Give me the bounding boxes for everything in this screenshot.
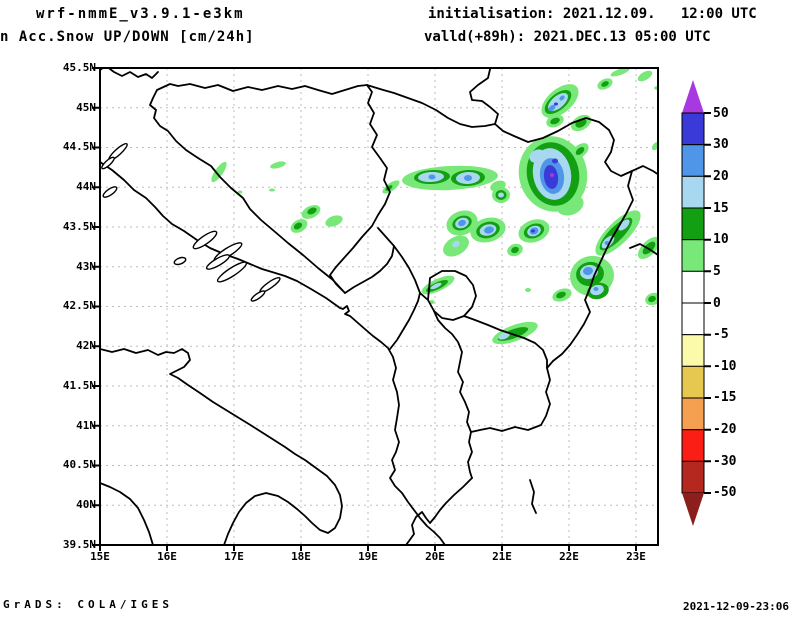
x-axis-ticks [99,545,637,551]
product-title: n Acc.Snow UP/DOWN [cm/24h] [0,29,255,45]
x-axis-label: 20E [425,550,445,563]
x-axis-label: 19E [358,550,378,563]
colorbar-arrow-down [682,493,704,526]
colorbar-seg-n15-n10 [681,365,705,399]
adriatic-coastline [100,161,446,545]
colorbar-seg-20-30 [681,144,705,177]
x-axis-label: 23E [626,550,646,563]
y-axis-label: 43N [76,260,96,273]
grads-credit: GrADS: COLA/IGES [3,598,173,611]
adriatic-islands [101,142,281,302]
snow-shading-30cm-layer [531,102,559,233]
y-axis-label: 42.5N [62,299,96,312]
danube-serbia-romania-border [469,68,658,177]
y-axis-label: 41.5N [62,379,96,392]
x-axis-label: 18E [291,550,311,563]
colorbar-label: -20 [713,422,737,437]
y-axis-label: 44.5N [62,140,96,153]
y-axis-label: 45.5N [62,61,96,74]
colorbar-label: -15 [713,390,737,405]
colorbar [681,80,711,526]
snow-shading-10cm-layer [293,81,656,341]
colorbar-label: -50 [713,485,737,500]
colorbar-seg-n50-n30 [681,460,705,494]
y-axis-label: 40N [76,498,96,511]
model-title: wrf-nmmE_v3.9.1-e3km [36,6,245,22]
colorbar-seg-15-20 [681,175,705,209]
colorbar-label: 5 [713,264,721,279]
colorbar-label: 30 [713,137,729,152]
istria-coast-fragment [100,68,159,79]
colorbar-seg-5-10 [681,239,705,272]
colorbar-label: -10 [713,359,737,374]
macedonia-north-border [463,315,548,369]
y-axis-label: 45N [76,101,96,114]
serbia-bulgaria-border [546,170,634,369]
colorbar-label: -5 [713,327,729,342]
y-axis-label: 40.5N [62,458,96,471]
colorbar-label: 0 [713,296,721,311]
y-axis-label: 41N [76,419,96,432]
x-axis-label: 21E [492,550,512,563]
colorbar-label: 15 [713,201,729,216]
colorbar-seg-30-50 [681,112,705,146]
bulgaria-east-branch [629,243,658,256]
sava-serbia-north-border [366,84,496,128]
y-axis-label: 43.5N [62,220,96,233]
y-axis-label: 39.5N [62,538,96,551]
greece-albania-border [405,477,473,545]
italy-adriatic-coast [100,348,343,545]
colorbar-seg-n5-0 [681,302,705,336]
serbia-montenegro-border [377,227,421,294]
graticule-lines [100,68,658,545]
colorbar-seg-10-15 [681,207,705,241]
snow-shading-15cm-layer [418,93,630,340]
init-time-label: initialisation: 2021.12.09. 12:00 UTC [428,6,757,22]
montenegro-bosnia-border [344,245,395,294]
greece-interior-line [529,479,537,514]
x-axis-label: 16E [157,550,177,563]
bosnia-border-polygon [149,83,391,294]
valid-time-label: valld(+89h): 2021.DEC.13 05:00 UTC [424,29,711,45]
colorbar-arrow-up [682,80,704,113]
colorbar-seg-n30-n20 [681,429,705,462]
y-axis-label: 44N [76,180,96,193]
colorbar-label: 50 [713,106,729,121]
colorbar-seg-n10-n5 [681,334,705,367]
macedonia-east-border [540,367,551,426]
snow-shading-max-dot [550,173,554,177]
colorbar-seg-n20-n15 [681,397,705,431]
colorbar-label: 10 [713,232,729,247]
creation-timestamp: 2021-12-09-23:06 [683,600,789,613]
x-axis-label: 15E [90,550,110,563]
y-axis-ticks [92,67,100,546]
colorbar-seg-0-5 [681,270,705,304]
montenegro-albania-border [389,292,421,350]
colorbar-label: 20 [713,169,729,184]
colorbar-ticks [704,112,711,494]
colorbar-label: -30 [713,454,737,469]
italy-west-coast [100,482,154,545]
map-content [100,68,658,545]
macedonia-greece-border [470,424,542,433]
x-axis-label: 22E [559,550,579,563]
borders-coastlines [100,68,658,545]
y-axis-label: 42N [76,339,96,352]
albania-east-border [433,310,473,479]
x-axis-label: 17E [224,550,244,563]
